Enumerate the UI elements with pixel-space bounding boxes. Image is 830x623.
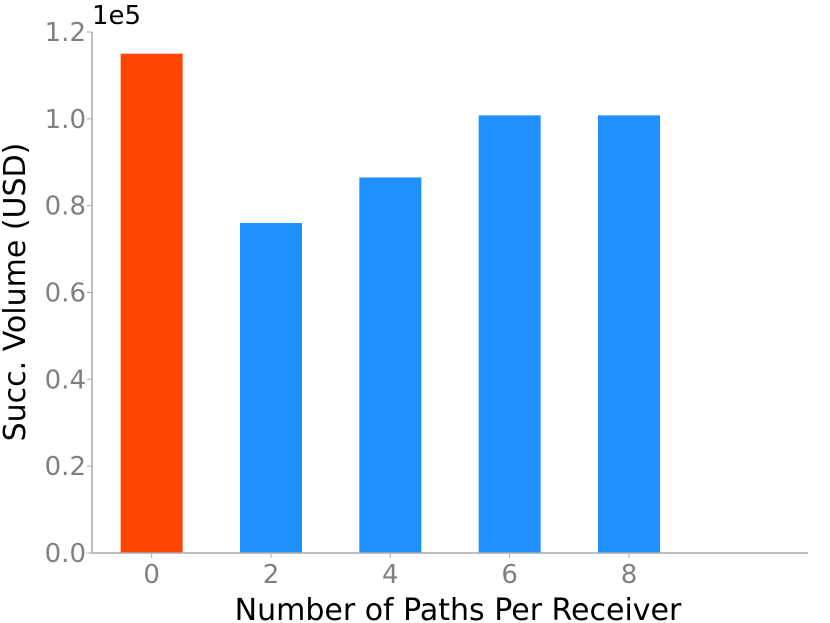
bar-4 xyxy=(359,177,422,553)
x-axis-title: Number of Paths Per Receiver xyxy=(235,593,682,623)
y-tick-label: 0.6 xyxy=(45,279,86,309)
y-tick-label: 0.8 xyxy=(45,192,86,222)
y-tick-label: 0.0 xyxy=(45,539,86,569)
x-tick-label: 6 xyxy=(501,560,518,590)
y-tick-label: 1.2 xyxy=(45,18,86,48)
x-tick-label: 8 xyxy=(621,560,638,590)
bars-group xyxy=(120,53,660,554)
bar-6 xyxy=(478,115,541,554)
x-tick-label: 2 xyxy=(263,560,280,590)
bar-8 xyxy=(598,115,660,554)
x-tick-label: 4 xyxy=(382,560,399,590)
x-tick-label: 0 xyxy=(143,560,160,590)
y-ticks-group: 0.0 0.2 0.4 0.6 0.8 1.0 1.2 xyxy=(45,18,92,569)
x-ticks-group: 0 2 4 6 8 xyxy=(143,553,637,590)
bar-0 xyxy=(120,53,183,553)
bar-2 xyxy=(240,223,302,554)
y-tick-label: 1.0 xyxy=(45,105,86,135)
y-axis-title: Succ. Volume (USD) xyxy=(0,143,33,442)
y-tick-label: 0.4 xyxy=(45,365,86,395)
y-tick-label: 0.2 xyxy=(45,452,86,482)
y-axis-offset-label: 1e5 xyxy=(92,1,141,31)
